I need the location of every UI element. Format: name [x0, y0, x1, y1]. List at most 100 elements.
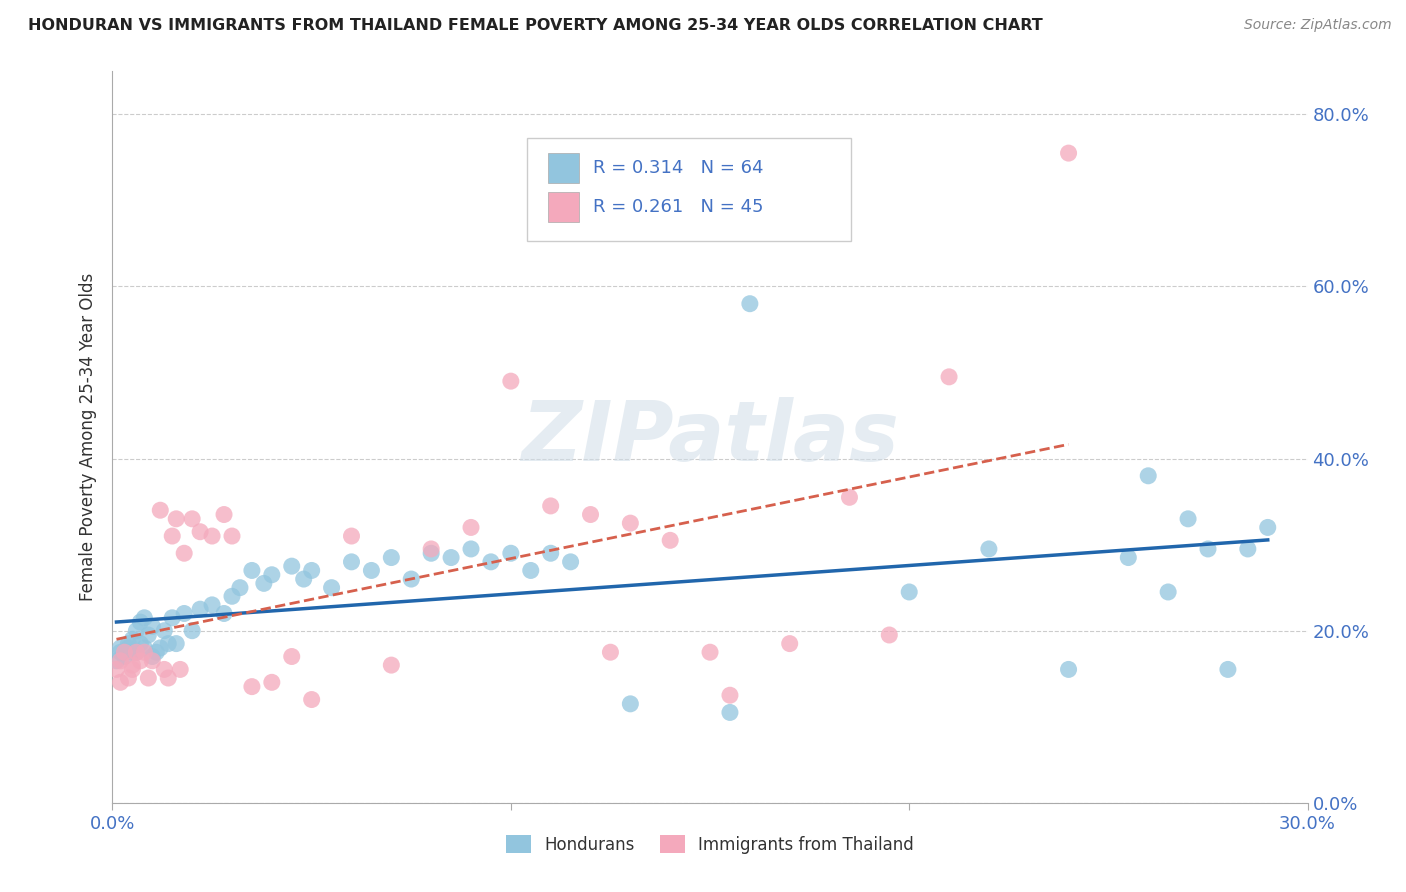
Point [110, 675, 132, 690]
Point [898, 585, 921, 599]
Point [340, 529, 363, 543]
Point [599, 645, 621, 659]
Point [121, 658, 143, 673]
Point [181, 624, 204, 638]
Point [380, 658, 402, 673]
Point [879, 628, 901, 642]
Point [499, 374, 522, 388]
Point [114, 645, 135, 659]
Point [977, 541, 1000, 556]
Point [1216, 662, 1239, 676]
Point [1137, 468, 1160, 483]
Point [420, 546, 443, 560]
Point [110, 654, 132, 668]
Point [440, 550, 463, 565]
Point [125, 645, 148, 659]
Point [110, 645, 132, 659]
Text: HONDURAN VS IMMIGRANTS FROM THAILAND FEMALE POVERTY AMONG 25-34 YEAR OLDS CORREL: HONDURAN VS IMMIGRANTS FROM THAILAND FEM… [28, 18, 1043, 33]
Point [105, 654, 128, 668]
Point [360, 564, 382, 578]
Point [1118, 550, 1140, 565]
Point [129, 637, 152, 651]
Point [157, 671, 180, 685]
Point [659, 533, 682, 548]
Point [188, 524, 211, 539]
Point [129, 615, 152, 629]
Text: Source: ZipAtlas.com: Source: ZipAtlas.com [1244, 18, 1392, 32]
Point [619, 516, 641, 530]
Point [153, 624, 176, 638]
Point [738, 296, 761, 310]
Point [718, 706, 741, 720]
Point [1257, 520, 1279, 534]
Point [1197, 541, 1219, 556]
Point [134, 611, 156, 625]
Point [699, 645, 721, 659]
Point [479, 555, 502, 569]
Point [162, 529, 183, 543]
Y-axis label: Female Poverty Among 25-34 Year Olds: Female Poverty Among 25-34 Year Olds [79, 273, 97, 601]
Point [141, 654, 163, 668]
Point [281, 649, 304, 664]
Point [401, 572, 423, 586]
Point [718, 688, 741, 702]
Point [173, 607, 195, 621]
Point [125, 645, 148, 659]
Point [540, 499, 562, 513]
Point [221, 529, 243, 543]
Point [838, 491, 860, 505]
Point [281, 559, 304, 574]
Point [420, 541, 443, 556]
Point [157, 637, 180, 651]
Point [201, 598, 224, 612]
Point [181, 512, 204, 526]
Point [460, 520, 482, 534]
Point [114, 649, 135, 664]
Legend: Hondurans, Immigrants from Thailand: Hondurans, Immigrants from Thailand [499, 829, 921, 860]
Point [121, 662, 143, 676]
Point [141, 649, 163, 664]
Point [938, 369, 960, 384]
Point [165, 637, 187, 651]
Point [138, 671, 160, 685]
Point [460, 541, 482, 556]
Point [260, 567, 283, 582]
Point [240, 564, 263, 578]
Point [240, 680, 263, 694]
Point [321, 581, 343, 595]
Point [153, 662, 176, 676]
Point [1177, 512, 1199, 526]
Point [134, 640, 156, 655]
Point [114, 645, 135, 659]
Text: R = 0.314   N = 64: R = 0.314 N = 64 [593, 159, 763, 177]
Point [165, 512, 187, 526]
Point [579, 508, 602, 522]
Point [173, 546, 195, 560]
Point [121, 645, 143, 659]
Text: ZIPatlas: ZIPatlas [522, 397, 898, 477]
Point [145, 645, 167, 659]
Point [201, 529, 224, 543]
Point [253, 576, 276, 591]
Point [520, 564, 543, 578]
Point [134, 645, 156, 659]
Point [1057, 146, 1080, 161]
Point [138, 628, 160, 642]
Point [380, 550, 402, 565]
Point [301, 564, 323, 578]
Point [149, 503, 172, 517]
Point [499, 546, 522, 560]
Point [117, 640, 139, 655]
Text: R = 0.261   N = 45: R = 0.261 N = 45 [593, 198, 763, 216]
Point [117, 671, 139, 685]
Point [619, 697, 641, 711]
Point [121, 632, 143, 647]
Point [212, 607, 235, 621]
Point [117, 637, 139, 651]
Point [260, 675, 283, 690]
Point [560, 555, 582, 569]
Point [149, 640, 172, 655]
Point [125, 624, 148, 638]
Point [212, 508, 235, 522]
Point [1057, 662, 1080, 676]
